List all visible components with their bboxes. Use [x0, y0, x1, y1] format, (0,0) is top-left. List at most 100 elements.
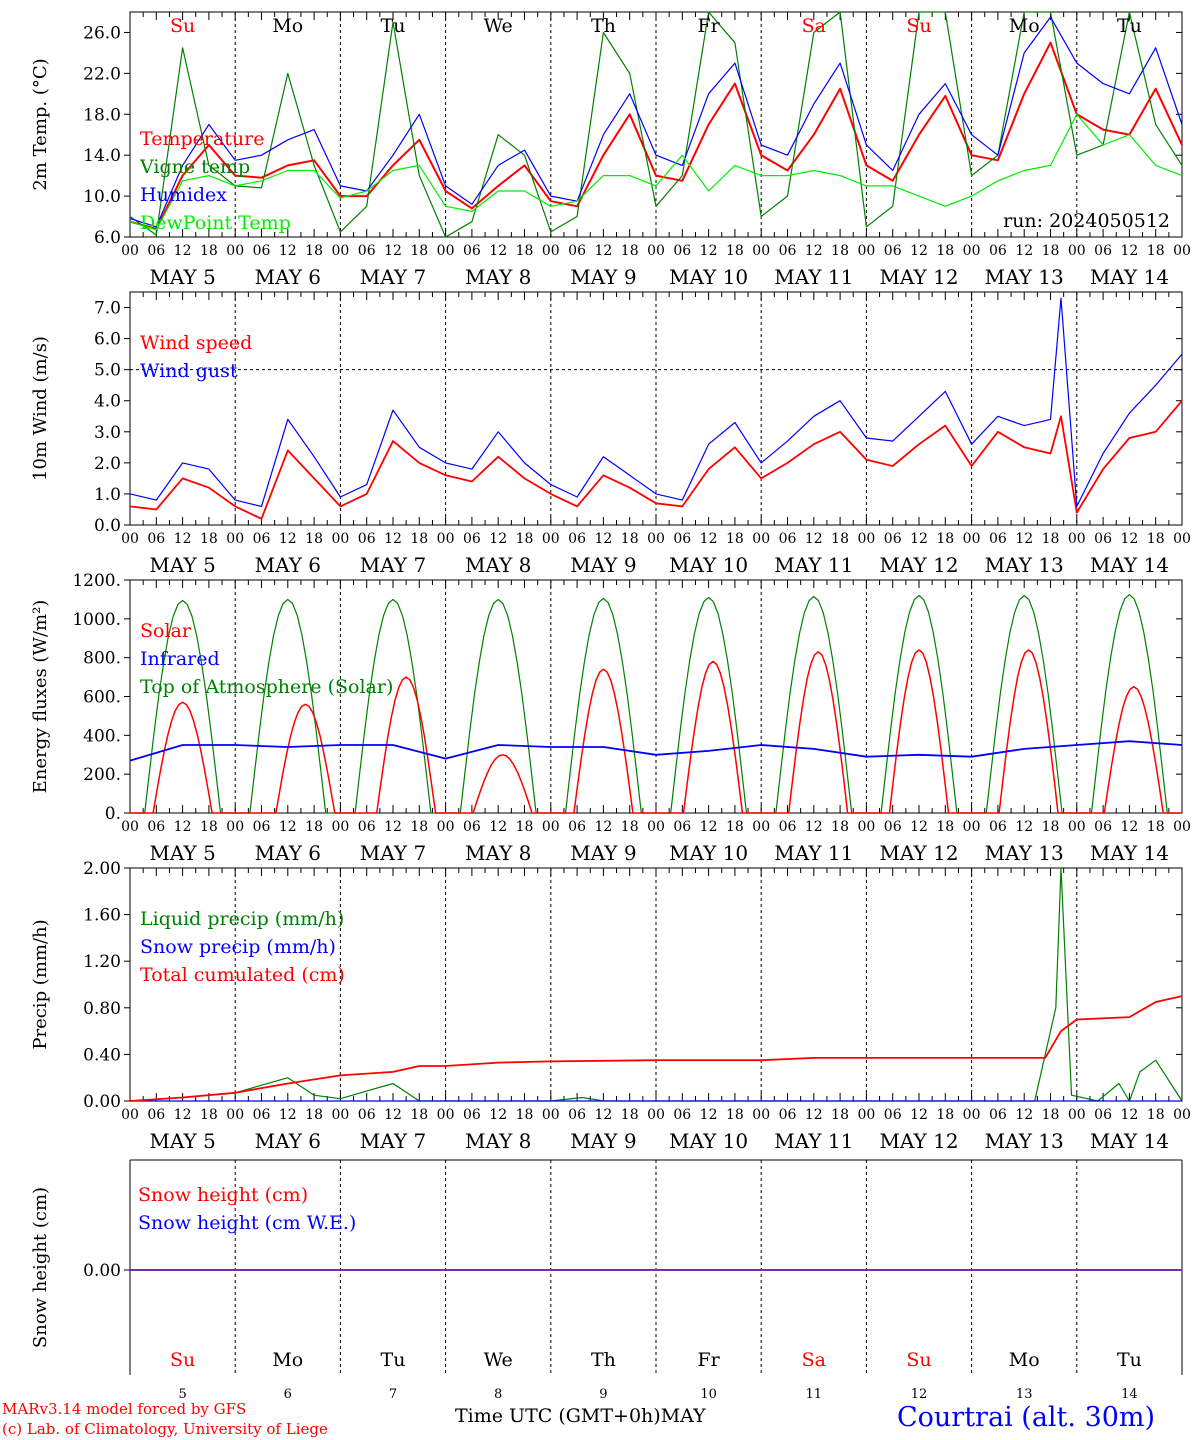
- hour-tick-label: 18: [1147, 819, 1165, 835]
- hour-tick-label: 06: [989, 531, 1007, 547]
- day-number-label: 9: [599, 1387, 607, 1400]
- hour-tick-label: 00: [437, 819, 455, 835]
- hour-tick-label: 12: [1015, 819, 1033, 835]
- hour-tick-label: 12: [279, 819, 297, 835]
- day-number-label: 13: [1016, 1387, 1033, 1400]
- weekday-label: Mo: [1009, 15, 1040, 37]
- x-axis-label: Time UTC (GMT+0h)MAY: [455, 1405, 706, 1427]
- hour-tick-label: 06: [358, 531, 376, 547]
- day-label: MAY 7: [360, 265, 426, 289]
- hour-tick-label: 12: [700, 243, 718, 259]
- hour-tick-label: 12: [700, 1107, 718, 1123]
- hour-tick-label: 06: [989, 243, 1007, 259]
- y-axis-label: Precip (mm/h): [30, 919, 51, 1049]
- hour-tick-label: 18: [410, 1107, 428, 1123]
- y-axis-label: Energy fluxes (W/m²): [30, 600, 51, 794]
- day-label: MAY 9: [570, 553, 636, 577]
- hour-tick-label: 12: [805, 531, 823, 547]
- hour-tick-label: 06: [568, 531, 586, 547]
- hour-tick-label: 00: [331, 531, 349, 547]
- y-tick-label: 5.0: [94, 361, 121, 381]
- hour-tick-label: 06: [568, 243, 586, 259]
- day-label: MAY 5: [149, 265, 215, 289]
- legend-entry: Vigne temp: [139, 156, 250, 178]
- hour-tick-label: 00: [542, 531, 560, 547]
- hour-tick-label: 06: [1094, 243, 1112, 259]
- hour-tick-label: 06: [358, 819, 376, 835]
- hour-tick-label: 00: [437, 531, 455, 547]
- y-tick-label: 0.40: [83, 1045, 121, 1065]
- y-tick-label: 1.20: [83, 952, 121, 972]
- day-label: MAY 6: [255, 553, 321, 577]
- hour-tick-label: 18: [516, 243, 534, 259]
- y-tick-label: 1000.: [72, 610, 121, 630]
- hour-tick-label: 00: [542, 819, 560, 835]
- meteogram: 00 06 12 18 MAY 5 00 06 12 18 MAY 6 00 06 12 18 MAY 7 0…: [30, 11, 1191, 1400]
- hour-tick-label: 06: [989, 819, 1007, 835]
- day-label: MAY 14: [1090, 553, 1169, 577]
- day-label: MAY 7: [360, 1129, 426, 1153]
- y-axis-label: 10m Wind (m/s): [30, 336, 51, 481]
- hour-tick-label: 18: [1147, 531, 1165, 547]
- hour-tick-label: 06: [779, 243, 797, 259]
- y-axis-label: 2m Temp. (°C): [30, 58, 51, 190]
- hour-tick-label: 18: [305, 243, 323, 259]
- hour-tick-label: 12: [700, 819, 718, 835]
- day-label: MAY 10: [669, 265, 748, 289]
- legend-entry: Humidex: [140, 184, 227, 206]
- hour-tick-label: 12: [174, 1107, 192, 1123]
- hour-tick-label: 18: [936, 531, 954, 547]
- day-label: MAY 12: [879, 841, 958, 865]
- y-tick-label: 6.0: [94, 228, 121, 248]
- weekday-label: Fr: [697, 15, 720, 37]
- day-label: MAY 11: [774, 841, 853, 865]
- hour-tick-label: 18: [200, 243, 218, 259]
- hour-tick-label: 18: [831, 531, 849, 547]
- day-number-label: 11: [806, 1387, 823, 1400]
- hour-tick-label: 00: [121, 243, 139, 259]
- hour-tick-label: 18: [305, 1107, 323, 1123]
- y-tick-label: 7.0: [94, 299, 121, 319]
- day-label: MAY 11: [774, 265, 853, 289]
- hour-tick-label: 18: [621, 819, 639, 835]
- hour-tick-label: 00: [331, 243, 349, 259]
- day-number-label: 14: [1121, 1387, 1138, 1400]
- y-tick-label: 2.0: [94, 454, 121, 474]
- hour-tick-label: 06: [568, 1107, 586, 1123]
- hour-tick-label: 00: [1173, 1107, 1191, 1123]
- y-tick-label: 0.00: [83, 1092, 121, 1112]
- weekday-label: Mo: [272, 1349, 303, 1371]
- hour-tick-label: 06: [253, 531, 271, 547]
- legend-entry: Infrared: [140, 648, 220, 670]
- hour-tick-label: 12: [489, 1107, 507, 1123]
- series-line: [129, 113, 1183, 231]
- y-tick-label: 0.: [105, 804, 121, 824]
- hour-tick-label: 06: [147, 819, 165, 835]
- hour-tick-label: 18: [621, 531, 639, 547]
- hour-tick-label: 06: [253, 819, 271, 835]
- hour-tick-label: 18: [410, 819, 428, 835]
- weekday-label: We: [484, 1349, 513, 1371]
- weekday-label: Mo: [272, 15, 303, 37]
- hour-tick-label: 18: [516, 1107, 534, 1123]
- hour-tick-label: 12: [384, 531, 402, 547]
- hour-tick-label: 18: [726, 243, 744, 259]
- weekday-label: Tu: [1117, 1349, 1142, 1371]
- y-tick-label: 6.0: [94, 330, 121, 350]
- hour-tick-label: 00: [1068, 531, 1086, 547]
- hour-tick-label: 00: [857, 243, 875, 259]
- hour-tick-label: 06: [884, 243, 902, 259]
- hour-tick-label: 12: [700, 531, 718, 547]
- hour-tick-label: 00: [542, 243, 560, 259]
- y-tick-label: 14.0: [83, 146, 121, 166]
- y-tick-label: 800.: [83, 649, 121, 669]
- hour-tick-label: 18: [1042, 819, 1060, 835]
- day-label: MAY 13: [985, 265, 1064, 289]
- legend-entry: Temperature: [140, 128, 264, 150]
- y-tick-label: 600.: [83, 688, 121, 708]
- hour-tick-label: 18: [936, 819, 954, 835]
- hour-tick-label: 12: [1015, 1107, 1033, 1123]
- hour-tick-label: 12: [805, 1107, 823, 1123]
- hour-tick-label: 12: [279, 1107, 297, 1123]
- hour-tick-label: 12: [805, 819, 823, 835]
